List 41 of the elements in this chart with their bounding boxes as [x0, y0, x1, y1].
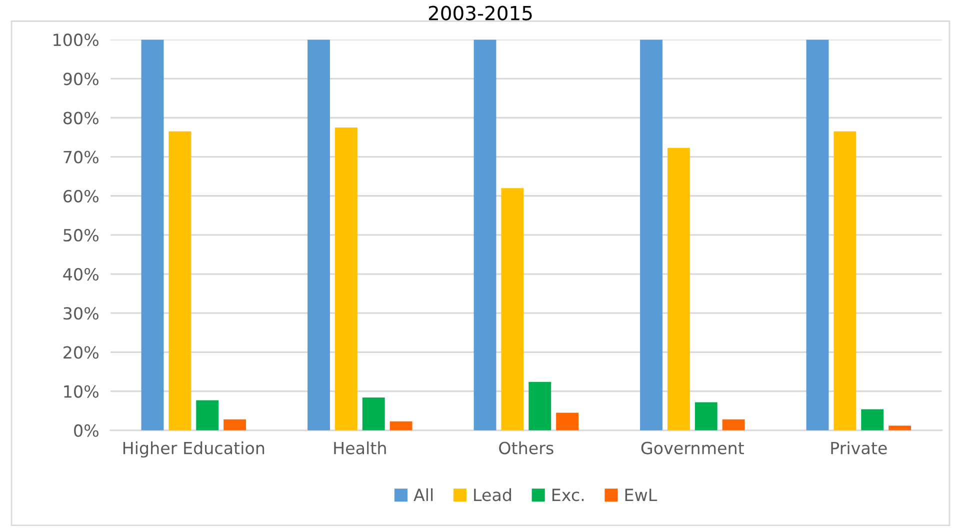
bar [722, 419, 745, 430]
bar [474, 40, 496, 430]
y-tick-label: 90% [63, 72, 98, 86]
bar [224, 419, 246, 430]
chart-title: 2003-2015 [428, 6, 532, 20]
y-tick-label: 0% [74, 424, 98, 437]
bar [141, 40, 164, 430]
bar [861, 409, 884, 430]
bar [640, 40, 662, 430]
bar [834, 131, 856, 430]
x-tick-label: Private [831, 441, 887, 454]
bar [888, 426, 912, 430]
x-tick-label: Higher Education [123, 441, 264, 458]
legend-label: Lead [474, 488, 511, 502]
bar [334, 128, 358, 430]
y-tick-label: 100% [54, 34, 98, 46]
y-tick-label: 70% [64, 150, 98, 164]
bar [308, 40, 330, 430]
y-tick-label: 50% [64, 228, 98, 242]
y-tick-label: 40% [63, 268, 98, 281]
bar [667, 148, 690, 430]
bar [390, 421, 412, 430]
y-tick-label: 20% [64, 346, 98, 359]
y-tick-label: 30% [64, 307, 98, 320]
y-tick-label: 60% [64, 190, 98, 202]
x-tick-label: Health [334, 441, 386, 454]
legend-label: All [414, 488, 433, 501]
x-tick-label: Others [499, 441, 554, 454]
bar [528, 382, 552, 430]
y-tick-label: 80% [63, 112, 98, 124]
legend-label: Exc. [552, 488, 584, 502]
bar [196, 400, 219, 430]
bar [501, 188, 524, 430]
y-tick-label: 10% [64, 385, 98, 398]
bar [556, 412, 579, 430]
legend-label: EwL [625, 488, 658, 501]
x-tick-label: Government [641, 442, 744, 454]
bar [362, 398, 385, 430]
bar [806, 40, 829, 430]
bar [168, 131, 192, 430]
bar [694, 402, 718, 430]
